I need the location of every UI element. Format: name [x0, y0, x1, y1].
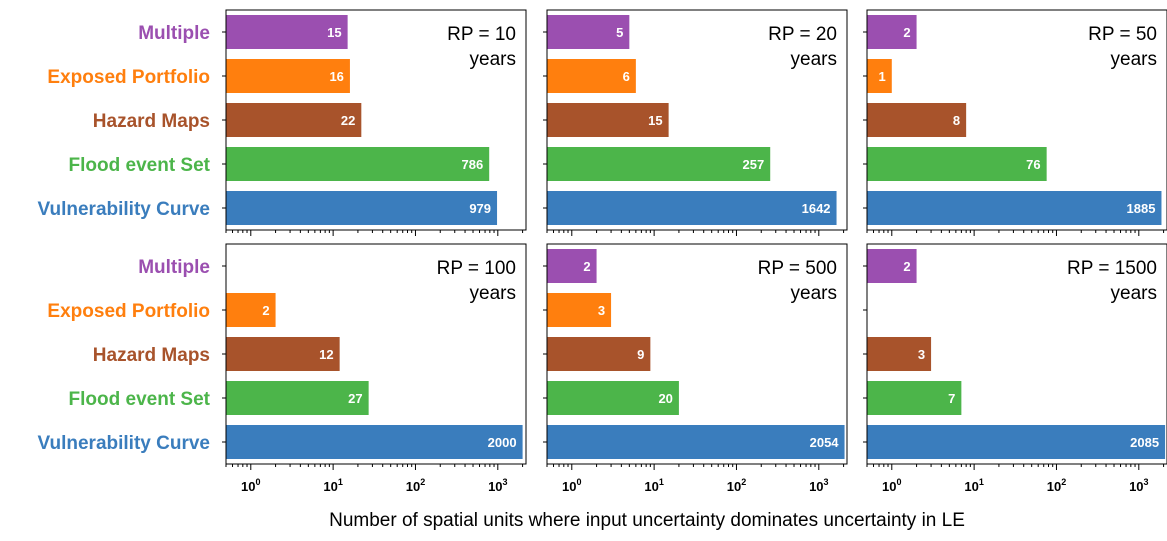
bar-flood-event-set [547, 147, 771, 181]
bar-multiple [547, 249, 597, 283]
x-tick-label: 100 [562, 477, 581, 494]
bar-value-label: 2 [903, 259, 910, 274]
bar-multiple [226, 15, 348, 49]
bar-value-label: 3 [918, 347, 925, 362]
x-axis-label: Number of spatial units where input unce… [329, 510, 965, 531]
panel-title: RP = 100 [437, 258, 516, 279]
panel-title: RP = 20 [768, 24, 837, 45]
category-label-exposed-portfolio: Exposed Portfolio [47, 67, 210, 88]
bar-exposed-portfolio [547, 293, 612, 327]
panel-title: years [1111, 49, 1157, 70]
bar-vulnerability-curve [226, 425, 523, 459]
panel-2: 5 6 15 257 1642 RP = 20 years [543, 9, 848, 236]
bar-flood-event-set [547, 381, 679, 415]
category-label-hazard-maps: Hazard Maps [93, 345, 210, 366]
bar-exposed-portfolio [867, 59, 892, 93]
bar-hazard-maps [547, 337, 651, 371]
panel-1: 15 16 22 786 979 RP = 10 years [222, 9, 527, 236]
bar-value-label: 20 [658, 391, 672, 406]
bar-vulnerability-curve [867, 191, 1162, 225]
bar-value-label: 2 [583, 259, 590, 274]
bar-exposed-portfolio [547, 59, 636, 93]
category-label-hazard-maps: Hazard Maps [93, 111, 210, 132]
bar-flood-event-set [867, 381, 962, 415]
panel-6: 2 3 7 2085 100 101 102 103 RP = 1500 years [863, 243, 1167, 494]
bar-flood-event-set [226, 147, 490, 181]
bar-hazard-maps [226, 337, 340, 371]
bar-value-label: 2 [903, 25, 910, 40]
bar-value-label: 2 [262, 303, 269, 318]
category-label-flood-event-set: Flood event Set [69, 155, 211, 176]
panel-title: RP = 50 [1088, 24, 1157, 45]
category-label-vulnerability-curve: Vulnerability Curve [38, 433, 210, 454]
bar-flood-event-set [867, 147, 1047, 181]
bar-vulnerability-curve [547, 425, 845, 459]
x-tick-label: 102 [406, 477, 425, 494]
bar-value-label: 2085 [1130, 435, 1159, 450]
bar-value-label: 8 [953, 113, 960, 128]
bar-value-label: 257 [743, 157, 765, 172]
panel-title: RP = 10 [447, 24, 516, 45]
panel-title: years [470, 49, 516, 70]
bar-exposed-portfolio [226, 293, 276, 327]
bar-value-label: 1885 [1127, 201, 1156, 216]
bar-multiple [867, 15, 917, 49]
bar-hazard-maps [867, 337, 932, 371]
x-tick-label: 100 [241, 477, 260, 494]
x-tick-label: 101 [964, 477, 983, 494]
bar-value-label: 12 [319, 347, 333, 362]
bar-vulnerability-curve [547, 191, 837, 225]
bar-value-label: 1 [879, 69, 886, 84]
panel-3: 2 1 8 76 1885 RP = 50 years [863, 9, 1167, 236]
bar-value-label: 76 [1026, 157, 1040, 172]
bar-exposed-portfolio [226, 59, 350, 93]
x-tick-label: 101 [644, 477, 663, 494]
x-tick-label: 103 [809, 477, 828, 494]
bar-value-label: 15 [648, 113, 662, 128]
bar-value-label: 2000 [488, 435, 517, 450]
bar-value-label: 786 [461, 157, 483, 172]
category-label-exposed-portfolio: Exposed Portfolio [47, 301, 210, 322]
bar-value-label: 6 [623, 69, 630, 84]
x-tick-label: 103 [1129, 477, 1148, 494]
bar-flood-event-set [226, 381, 369, 415]
category-label-flood-event-set: Flood event Set [69, 389, 211, 410]
panel-5: 2 3 9 20 2054 100 101 102 103 RP = 500 years [543, 243, 848, 494]
panel-4: 2 12 27 2000 100 101 102 103 RP = 100 years [222, 243, 527, 494]
x-tick-label: 101 [323, 477, 342, 494]
bar-multiple [867, 249, 917, 283]
panel-title: RP = 500 [758, 258, 837, 279]
panel-title: years [470, 283, 516, 304]
bar-multiple [547, 15, 630, 49]
panel-title: years [1111, 283, 1157, 304]
bar-value-label: 1642 [802, 201, 831, 216]
bar-vulnerability-curve [226, 191, 498, 225]
bar-value-label: 16 [329, 69, 343, 84]
bar-value-label: 979 [469, 201, 491, 216]
category-label-multiple: Multiple [138, 257, 210, 278]
category-label-multiple: Multiple [138, 23, 210, 44]
category-label-vulnerability-curve: Vulnerability Curve [38, 199, 210, 220]
panel-title: years [791, 283, 837, 304]
x-tick-label: 102 [727, 477, 746, 494]
bar-value-label: 2054 [810, 435, 840, 450]
bar-value-label: 22 [341, 113, 355, 128]
bar-value-label: 9 [637, 347, 644, 362]
bar-hazard-maps [547, 103, 669, 137]
bar-vulnerability-curve [867, 425, 1166, 459]
bar-hazard-maps [226, 103, 362, 137]
bar-value-label: 5 [616, 25, 623, 40]
x-tick-label: 100 [882, 477, 901, 494]
bar-value-label: 27 [348, 391, 362, 406]
panel-title: RP = 1500 [1067, 258, 1157, 279]
x-tick-label: 103 [488, 477, 507, 494]
bar-value-label: 15 [327, 25, 341, 40]
bar-hazard-maps [867, 103, 967, 137]
bar-value-label: 7 [948, 391, 955, 406]
x-tick-label: 102 [1047, 477, 1066, 494]
panel-title: years [791, 49, 837, 70]
bar-value-label: 3 [598, 303, 605, 318]
